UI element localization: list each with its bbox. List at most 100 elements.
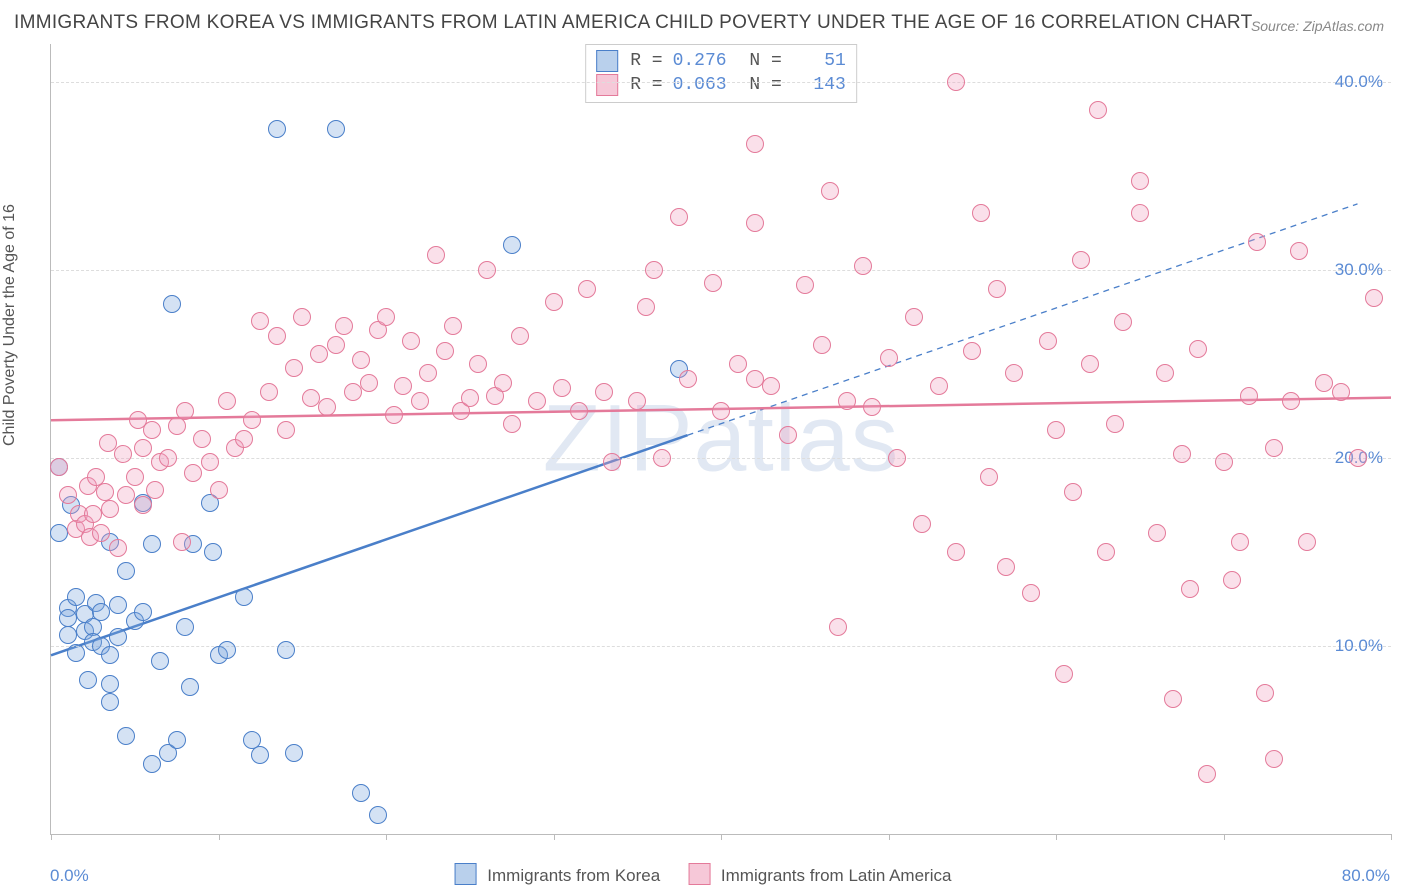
scatter-point bbox=[1081, 355, 1099, 373]
scatter-point bbox=[461, 389, 479, 407]
scatter-point bbox=[746, 370, 764, 388]
scatter-point bbox=[947, 543, 965, 561]
legend-n-label: N = bbox=[749, 73, 781, 97]
scatter-point bbox=[369, 806, 387, 824]
scatter-point bbox=[143, 421, 161, 439]
scatter-point bbox=[352, 784, 370, 802]
x-tick bbox=[386, 834, 387, 840]
scatter-point bbox=[796, 276, 814, 294]
scatter-point bbox=[114, 445, 132, 463]
scatter-point bbox=[277, 421, 295, 439]
scatter-point bbox=[173, 533, 191, 551]
scatter-point bbox=[235, 430, 253, 448]
scatter-point bbox=[1047, 421, 1065, 439]
scatter-point bbox=[1365, 289, 1383, 307]
scatter-point bbox=[1282, 392, 1300, 410]
scatter-point bbox=[503, 415, 521, 433]
scatter-point bbox=[963, 342, 981, 360]
y-tick-label: 30.0% bbox=[1335, 260, 1383, 280]
scatter-point bbox=[151, 652, 169, 670]
scatter-point bbox=[1022, 584, 1040, 602]
y-tick-label: 10.0% bbox=[1335, 636, 1383, 656]
scatter-point bbox=[318, 398, 336, 416]
scatter-point bbox=[1089, 101, 1107, 119]
scatter-point bbox=[930, 377, 948, 395]
gridline bbox=[51, 270, 1391, 271]
scatter-point bbox=[813, 336, 831, 354]
series-legend: Immigrants from Korea Immigrants from La… bbox=[455, 863, 952, 886]
scatter-point bbox=[109, 628, 127, 646]
scatter-point bbox=[394, 377, 412, 395]
scatter-point bbox=[988, 280, 1006, 298]
scatter-point bbox=[335, 317, 353, 335]
scatter-point bbox=[193, 430, 211, 448]
scatter-point bbox=[972, 204, 990, 222]
scatter-point bbox=[1298, 533, 1316, 551]
scatter-point bbox=[1332, 383, 1350, 401]
scatter-point bbox=[838, 392, 856, 410]
scatter-point bbox=[1181, 580, 1199, 598]
scatter-point bbox=[1215, 453, 1233, 471]
scatter-point bbox=[1131, 172, 1149, 190]
scatter-point bbox=[578, 280, 596, 298]
scatter-point bbox=[888, 449, 906, 467]
scatter-point bbox=[352, 351, 370, 369]
scatter-point bbox=[1256, 684, 1274, 702]
scatter-point bbox=[779, 426, 797, 444]
scatter-point bbox=[1173, 445, 1191, 463]
scatter-point bbox=[863, 398, 881, 416]
scatter-point bbox=[1039, 332, 1057, 350]
legend-r-value-korea: 0.276 bbox=[669, 49, 727, 73]
scatter-point bbox=[385, 406, 403, 424]
legend-r-label: R = bbox=[630, 49, 662, 73]
scatter-point bbox=[444, 317, 462, 335]
scatter-point bbox=[109, 596, 127, 614]
scatter-point bbox=[528, 392, 546, 410]
scatter-point bbox=[729, 355, 747, 373]
scatter-point bbox=[327, 336, 345, 354]
scatter-point bbox=[670, 208, 688, 226]
scatter-point bbox=[268, 120, 286, 138]
chart-title: IMMIGRANTS FROM KOREA VS IMMIGRANTS FROM… bbox=[14, 12, 1252, 34]
scatter-point bbox=[821, 182, 839, 200]
scatter-point bbox=[1349, 449, 1367, 467]
x-axis-min-label: 0.0% bbox=[50, 866, 89, 886]
scatter-point bbox=[163, 295, 181, 313]
legend-r-value-latin: 0.063 bbox=[669, 73, 727, 97]
x-tick bbox=[1391, 834, 1392, 840]
scatter-point bbox=[637, 298, 655, 316]
scatter-point bbox=[545, 293, 563, 311]
scatter-point bbox=[50, 458, 68, 476]
scatter-point bbox=[553, 379, 571, 397]
legend-swatch-korea bbox=[596, 50, 618, 72]
chart-container: IMMIGRANTS FROM KOREA VS IMMIGRANTS FROM… bbox=[0, 0, 1406, 892]
scatter-point bbox=[1164, 690, 1182, 708]
scatter-point bbox=[419, 364, 437, 382]
legend-swatch-latin-icon bbox=[688, 863, 710, 885]
legend-n-value-korea: 51 bbox=[788, 49, 846, 73]
scatter-point bbox=[243, 411, 261, 429]
scatter-point bbox=[67, 588, 85, 606]
legend-swatch-latin bbox=[596, 74, 618, 96]
scatter-point bbox=[126, 468, 144, 486]
scatter-point bbox=[411, 392, 429, 410]
scatter-point bbox=[854, 257, 872, 275]
scatter-point bbox=[997, 558, 1015, 576]
scatter-point bbox=[1265, 750, 1283, 768]
scatter-point bbox=[679, 370, 697, 388]
x-tick bbox=[554, 834, 555, 840]
scatter-point bbox=[204, 543, 222, 561]
scatter-point bbox=[1005, 364, 1023, 382]
scatter-point bbox=[92, 524, 110, 542]
scatter-point bbox=[1265, 439, 1283, 457]
scatter-point bbox=[829, 618, 847, 636]
scatter-point bbox=[176, 618, 194, 636]
scatter-point bbox=[59, 609, 77, 627]
scatter-point bbox=[302, 389, 320, 407]
scatter-point bbox=[101, 693, 119, 711]
scatter-point bbox=[277, 641, 295, 659]
legend-label-latin: Immigrants from Latin America bbox=[721, 866, 952, 885]
legend-row-latin: R = 0.063 N = 143 bbox=[596, 73, 846, 97]
scatter-point bbox=[168, 731, 186, 749]
scatter-point bbox=[251, 312, 269, 330]
